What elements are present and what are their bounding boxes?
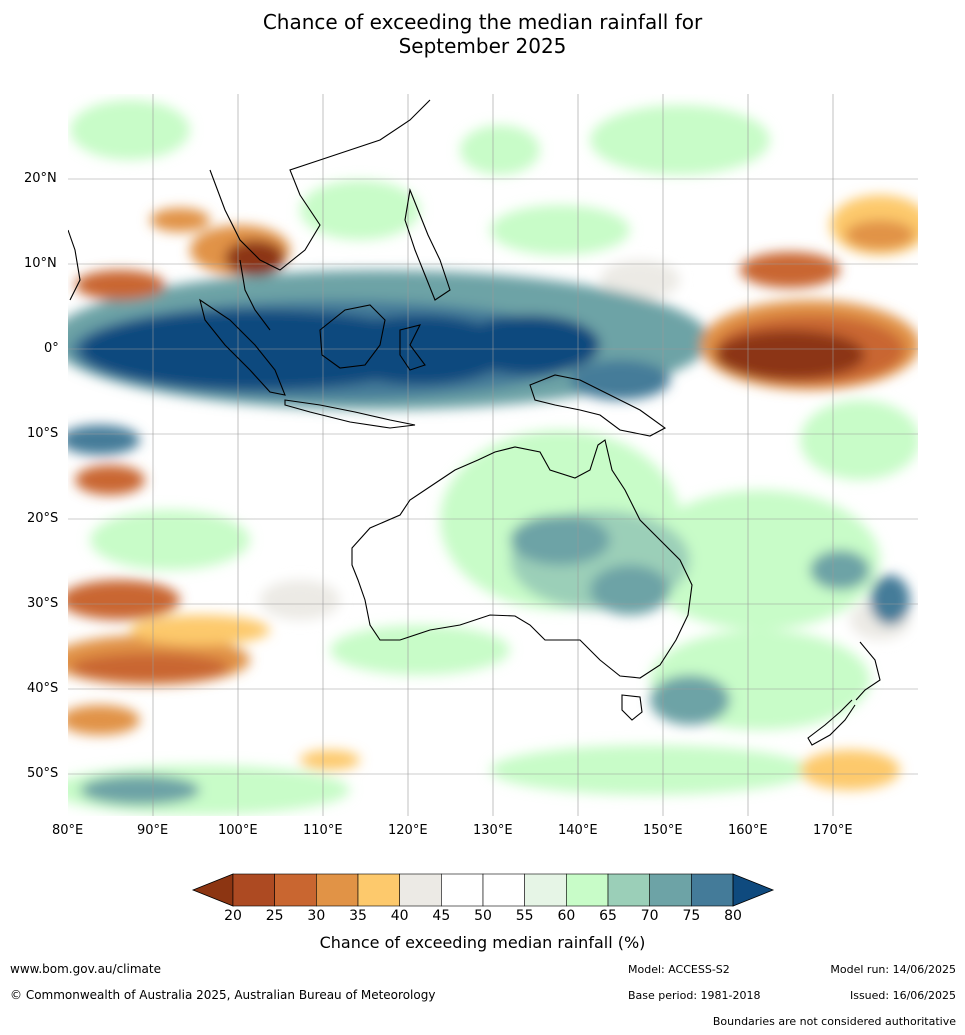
graticule xyxy=(68,94,918,816)
colorbar-tick-label: 65 xyxy=(599,908,617,924)
colorbar-title: Chance of exceeding median rainfall (%) xyxy=(319,933,646,952)
base-period-text: Base period: 1981-2018 xyxy=(628,989,761,1002)
lat-tick-label: 20°N xyxy=(24,171,57,186)
sulawesi-coast xyxy=(399,324,426,371)
model-run-text: Model run: 14/06/2025 xyxy=(830,963,956,976)
colorbar-tick-label: 45 xyxy=(432,908,451,924)
new-guinea-coast xyxy=(529,374,667,437)
colorbar-tick-label: 50 xyxy=(474,908,492,924)
lon-tick-label: 170°E xyxy=(813,823,853,838)
borneo-coast xyxy=(319,304,386,369)
lon-tick-label: 130°E xyxy=(473,823,513,838)
colorbar-tick-label: 40 xyxy=(390,908,409,924)
copyright-text: © Commonwealth of Australia 2025, Austra… xyxy=(10,988,436,1002)
philippines-coast xyxy=(404,187,451,301)
lon-tick-label: 150°E xyxy=(643,823,683,838)
lon-tick-label: 90°E xyxy=(137,823,169,838)
lat-tick-label: 0° xyxy=(44,341,59,356)
map-field xyxy=(68,94,918,816)
lat-tick-label: 30°S xyxy=(27,596,59,611)
model-text: Model: ACCESS-S2 xyxy=(628,963,730,976)
lat-tick-label: 10°S xyxy=(27,426,59,441)
malay-peninsula-coast xyxy=(239,259,271,331)
lon-tick-label: 100°E xyxy=(218,823,258,838)
disclaimer-text: Boundaries are not considered authoritat… xyxy=(712,1015,956,1028)
lat-tick-label: 10°N xyxy=(24,256,57,271)
colorbar-tick-label: 25 xyxy=(265,908,284,924)
title-line-1: Chance of exceeding the median rainfall … xyxy=(262,10,703,34)
colorbar-tick-label: 60 xyxy=(557,908,576,924)
lat-tick-label: 50°S xyxy=(27,766,59,781)
colorbar-tick-label: 75 xyxy=(682,908,701,924)
colorbar-tick-label: 80 xyxy=(724,908,742,924)
tasmania-coast xyxy=(621,694,643,721)
lon-tick-label: 140°E xyxy=(558,823,598,838)
colorbar-tick-label: 30 xyxy=(307,908,326,924)
title-line-2: September 2025 xyxy=(398,34,567,58)
sumatra-coast xyxy=(199,298,286,396)
lon-tick-label: 80°E xyxy=(52,823,84,838)
java-coast xyxy=(284,399,416,429)
colorbar-tick-label: 70 xyxy=(640,908,659,924)
colorbar-tick-label: 55 xyxy=(515,908,534,924)
indochina-coast xyxy=(209,99,431,271)
lon-tick-label: 110°E xyxy=(303,823,343,838)
map-title: Chance of exceeding the median rainfall … xyxy=(0,10,965,58)
new-zealand-coast xyxy=(807,641,881,746)
lon-tick-label: 120°E xyxy=(388,823,428,838)
lat-tick-label: 20°S xyxy=(27,511,59,526)
colorbar-tick-label: 20 xyxy=(224,908,242,924)
coastlines xyxy=(68,99,881,746)
india-coast xyxy=(68,229,81,301)
website-link[interactable]: www.bom.gov.au/climate xyxy=(10,962,161,976)
australia-coast xyxy=(351,439,693,679)
lat-tick-label: 40°S xyxy=(27,681,59,696)
colorbar-tick-label: 35 xyxy=(349,908,367,924)
lon-tick-label: 160°E xyxy=(728,823,768,838)
issued-text: Issued: 16/06/2025 xyxy=(849,989,956,1002)
